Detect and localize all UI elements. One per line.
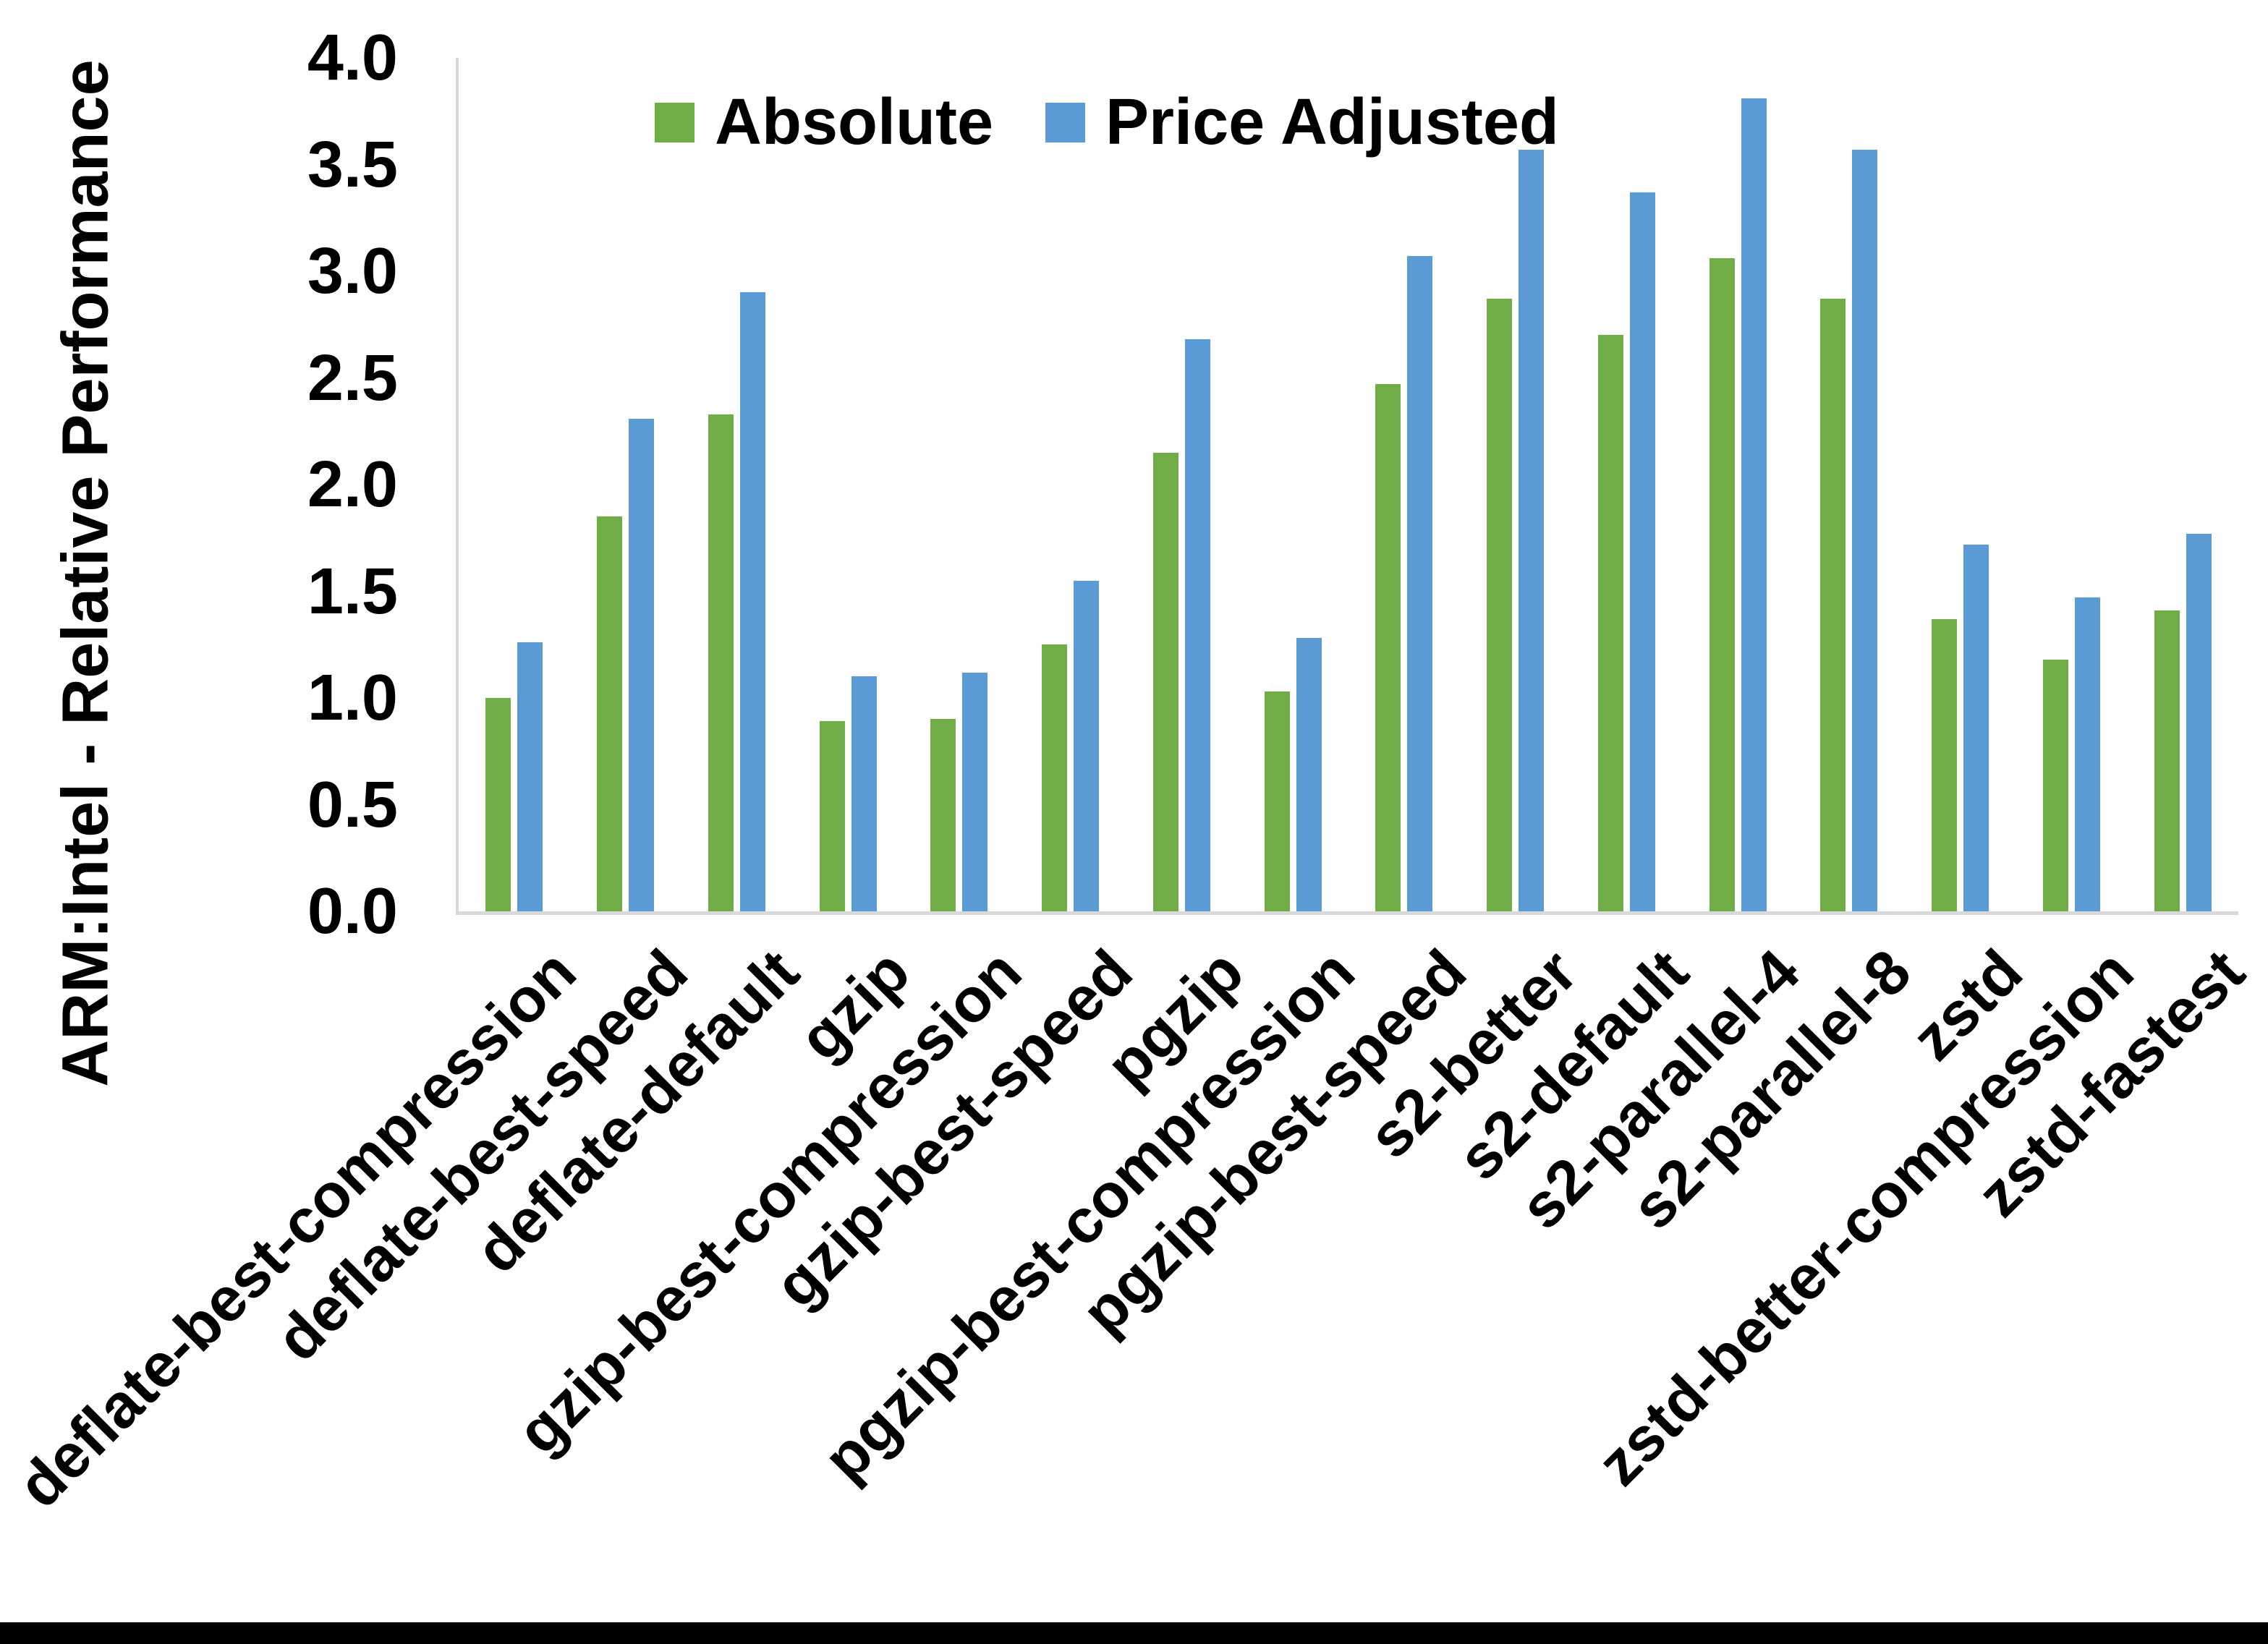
y-tick-label: 0.0 [307,875,398,947]
bar-price-adjusted-zstd-fastest [2186,534,2212,911]
bar-price-adjusted-deflate-best-speed [629,419,655,911]
bar-group-pgzip [1126,58,1238,911]
legend-swatch-icon [1045,103,1086,142]
bar-price-adjusted-zstd [1963,545,1989,911]
bar-absolute-s2-parallel-4 [1709,258,1735,911]
bar-group-zstd [1905,58,2016,911]
bar-group-s2-better [1460,58,1571,911]
bar-group-gzip-best-compression [904,58,1015,911]
y-tick-label: 4.0 [307,22,398,94]
y-tick-label: 3.5 [307,128,398,201]
bar-price-adjusted-s2-default [1629,192,1655,911]
bar-absolute-gzip [819,721,845,911]
bar-absolute-s2-parallel-8 [1820,299,1846,911]
bar-group-deflate-best-speed [570,58,681,911]
y-tick-label: 1.0 [307,662,398,734]
bar-price-adjusted-s2-parallel-8 [1852,150,1878,911]
legend-label: Absolute [715,86,994,158]
screenshot-bottom-border [0,1622,2268,1644]
bar-absolute-zstd [1932,619,1958,911]
bar-price-adjusted-pgzip-best-speed [1407,256,1433,911]
bar-group-deflate-best-compression [459,58,570,911]
legend: Absolute Price Adjusted [655,85,1559,160]
bar-absolute-pgzip-best-speed [1375,384,1401,911]
bar-absolute-zstd-better-compression [2042,660,2068,911]
bar-absolute-s2-default [1597,335,1623,911]
bar-group-pgzip-best-compression [1237,58,1349,911]
legend-label: Price Adjusted [1105,86,1559,158]
bar-absolute-s2-better [1487,299,1513,911]
bar-absolute-deflate-default [708,414,734,911]
bar-price-adjusted-gzip-best-speed [1074,581,1100,911]
bar-absolute-gzip-best-speed [1042,644,1068,911]
legend-swatch-icon [655,103,695,142]
bar-group-gzip [792,58,904,911]
bar-group-zstd-better-compression [2016,58,2128,911]
bar-group-s2-parallel-8 [1793,58,1905,911]
y-tick-label: 2.5 [307,341,398,414]
y-tick-label: 1.5 [307,555,398,628]
y-tick-label: 3.0 [307,235,398,307]
bar-absolute-deflate-best-speed [597,516,623,911]
bar-group-deflate-default [681,58,793,911]
bar-price-adjusted-deflate-best-compression [517,642,543,911]
bar-absolute-gzip-best-compression [930,719,956,911]
legend-item-absolute: Absolute [655,85,993,160]
bar-absolute-pgzip-best-compression [1264,691,1290,911]
bar-group-s2-parallel-4 [1682,58,1793,911]
y-axis-title: ARM:Intel - Relative Performance [49,59,122,1087]
bar-group-gzip-best-speed [1015,58,1126,911]
bar-absolute-pgzip [1152,453,1178,911]
y-tick-label: 0.5 [307,768,398,841]
bar-price-adjusted-gzip-best-compression [962,673,988,911]
bar-price-adjusted-s2-better [1519,150,1545,911]
bar-price-adjusted-gzip [851,676,877,911]
bar-price-adjusted-deflate-default [739,292,765,911]
plot-area [456,58,2238,915]
bar-absolute-zstd-fastest [2154,610,2180,911]
bar-group-zstd-fastest [2127,58,2238,911]
bar-price-adjusted-zstd-better-compression [2074,597,2100,911]
bar-group-pgzip-best-speed [1349,58,1460,911]
legend-item-price-adjusted: Price Adjusted [1045,85,1559,160]
y-tick-label: 2.0 [307,448,398,521]
bar-price-adjusted-pgzip [1184,339,1210,911]
bar-price-adjusted-s2-parallel-4 [1741,98,1767,911]
bar-group-s2-default [1571,58,1683,911]
bar-absolute-deflate-best-compression [485,698,511,911]
bar-price-adjusted-pgzip-best-compression [1296,638,1322,911]
